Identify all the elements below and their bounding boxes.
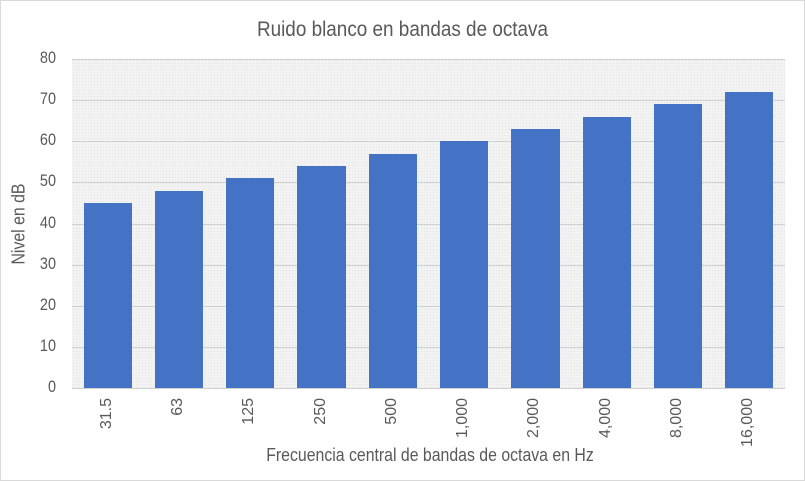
x-tick-label: 1,000 xyxy=(454,398,472,439)
bar-125 xyxy=(226,178,275,388)
bar-16000 xyxy=(725,91,774,388)
bar-63 xyxy=(154,190,203,388)
x-tick-label: 8,000 xyxy=(668,398,686,439)
x-tick-label: 250 xyxy=(311,398,329,425)
y-tick-label: 10 xyxy=(39,335,56,355)
x-tick-label: 63 xyxy=(168,398,186,416)
x-axis-label: Frecuencia central de bandas de octava e… xyxy=(266,445,594,465)
bar-1000 xyxy=(440,141,489,388)
y-tick-label: 20 xyxy=(39,294,56,314)
gridline xyxy=(72,59,785,60)
y-tick-label: 60 xyxy=(39,130,56,150)
x-tick-label: 16,000 xyxy=(739,398,757,447)
bar-4000 xyxy=(582,116,631,388)
gridline xyxy=(72,182,785,183)
plot-area xyxy=(72,59,785,389)
bar-8000 xyxy=(653,104,703,388)
y-tick-label: 40 xyxy=(39,212,56,232)
gridline xyxy=(72,388,785,389)
bar-2000 xyxy=(511,128,560,388)
x-tick-label: 4,000 xyxy=(596,398,614,439)
y-tick-label: 80 xyxy=(39,48,56,67)
gridline xyxy=(72,141,785,142)
gridline xyxy=(72,347,785,348)
y-axis-label: Nivel en dB xyxy=(8,183,29,265)
x-tick-label: 500 xyxy=(382,398,400,425)
x-tick-label: 2,000 xyxy=(525,398,543,439)
chart-title: Ruido blanco en bandas de octava xyxy=(256,18,549,41)
bar-500 xyxy=(368,153,417,388)
y-tick-label: 70 xyxy=(39,89,56,109)
y-tick-label: 50 xyxy=(39,171,56,191)
x-tick-label: 125 xyxy=(240,398,258,425)
y-tick-label: 0 xyxy=(47,377,56,396)
y-tick-label: 30 xyxy=(39,253,56,273)
gridline xyxy=(72,306,785,307)
bar-315 xyxy=(83,202,132,388)
gridline xyxy=(72,265,785,266)
bar-250 xyxy=(297,165,346,388)
x-tick-label: 31.5 xyxy=(97,398,115,430)
gridline xyxy=(72,224,785,225)
gridline xyxy=(72,100,785,101)
